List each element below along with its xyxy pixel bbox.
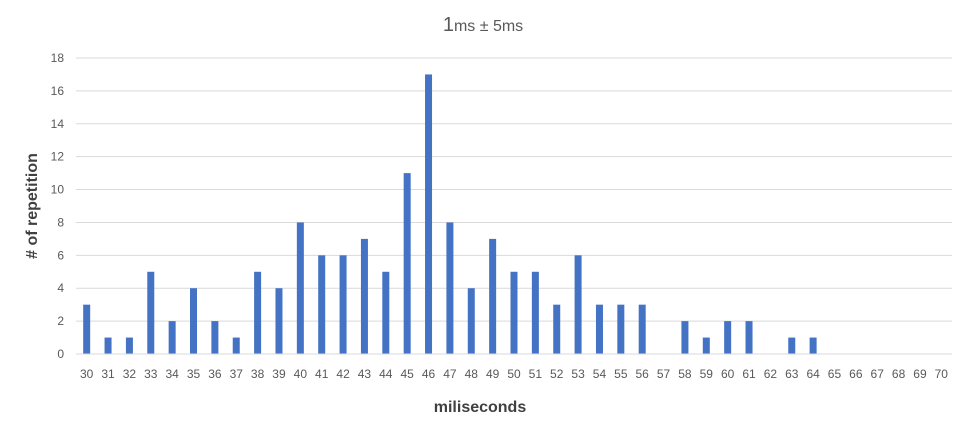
bar-59 (702, 337, 710, 354)
x-axis-label: miliseconds (434, 399, 527, 416)
x-tick-label: 33 (144, 367, 158, 381)
y-tick-label: 4 (57, 281, 64, 295)
bar-63 (788, 337, 796, 354)
y-axis-label: # of repetition (24, 153, 41, 259)
y-tick-label: 8 (57, 215, 64, 229)
x-tick-label: 30 (80, 367, 94, 381)
x-tick-label: 39 (272, 367, 286, 381)
x-tick-label: 66 (849, 367, 863, 381)
x-tick-label: 59 (700, 367, 714, 381)
bar-45 (403, 173, 411, 354)
x-tick-label: 34 (165, 367, 179, 381)
bar-36 (211, 321, 219, 354)
bar-42 (339, 255, 347, 354)
x-tick-label: 38 (251, 367, 265, 381)
bar-40 (296, 222, 304, 354)
x-tick-label: 42 (336, 367, 350, 381)
bar-50 (510, 271, 518, 354)
x-tick-label: 67 (871, 367, 885, 381)
x-tick-label: 61 (742, 367, 756, 381)
x-tick-label: 49 (486, 367, 500, 381)
x-tick-label: 58 (678, 367, 692, 381)
bar-41 (318, 255, 326, 354)
x-tick-label: 62 (764, 367, 778, 381)
y-tick-label: 10 (51, 183, 65, 197)
x-tick-label: 32 (123, 367, 137, 381)
y-tick-label: 16 (51, 84, 65, 98)
chart-title-rest: ms ± 5ms (454, 18, 523, 35)
gridlines (76, 57, 952, 322)
x-tick-label: 63 (785, 367, 799, 381)
chart-title: 1ms ± 5ms (443, 14, 523, 36)
bar-43 (360, 238, 368, 354)
x-tick-label: 50 (507, 367, 521, 381)
bar-31 (104, 337, 112, 354)
bar-44 (382, 271, 390, 354)
y-tick-label: 6 (57, 248, 64, 262)
bar-48 (467, 288, 475, 354)
y-tick-label: 14 (51, 117, 65, 131)
x-tick-label: 69 (913, 367, 927, 381)
bar-53 (574, 255, 582, 354)
x-tick-label: 48 (465, 367, 479, 381)
x-tick-label: 43 (358, 367, 372, 381)
y-tick-label: 0 (57, 347, 64, 361)
x-tick-label: 47 (443, 367, 457, 381)
y-tick-label: 2 (57, 314, 64, 328)
bar-49 (489, 238, 497, 354)
x-tick-label: 37 (230, 367, 244, 381)
bar-46 (425, 74, 433, 354)
bar-38 (254, 271, 262, 354)
x-tick-label: 44 (379, 367, 393, 381)
bar-60 (724, 321, 732, 354)
y-axis-ticks: 0 2 4 6 8 10 12 14 16 18 (51, 51, 65, 361)
x-tick-label: 64 (806, 367, 820, 381)
bar-39 (275, 288, 283, 354)
x-axis-ticks: 30 31 32 33 34 35 36 37 38 39 40 41 42 43 44 45 46 47 48 49… (80, 367, 948, 381)
bar-55 (617, 304, 625, 354)
x-tick-label: 70 (935, 367, 949, 381)
bar-58 (681, 321, 689, 354)
bar-34 (168, 321, 176, 354)
y-tick-label: 12 (51, 150, 65, 164)
x-tick-label: 60 (721, 367, 735, 381)
x-tick-label: 53 (571, 367, 585, 381)
y-tick-label: 18 (51, 51, 65, 65)
x-tick-label: 51 (529, 367, 543, 381)
x-tick-label: 56 (636, 367, 650, 381)
bar-64 (809, 337, 817, 354)
x-tick-label: 35 (187, 367, 201, 381)
x-tick-label: 52 (550, 367, 564, 381)
x-tick-label: 54 (593, 367, 607, 381)
x-tick-label: 45 (400, 367, 414, 381)
bar-30 (83, 304, 91, 354)
bar-33 (147, 271, 155, 354)
x-tick-label: 36 (208, 367, 222, 381)
bar-54 (595, 304, 603, 354)
x-tick-label: 31 (101, 367, 115, 381)
bar-61 (745, 321, 753, 354)
x-tick-label: 40 (294, 367, 308, 381)
bar-52 (553, 304, 561, 354)
bar-35 (190, 288, 198, 354)
bar-37 (232, 337, 240, 354)
x-tick-label: 65 (828, 367, 842, 381)
bar-51 (531, 271, 539, 354)
bar-56 (638, 304, 646, 354)
x-tick-label: 68 (892, 367, 906, 381)
x-tick-label: 46 (422, 367, 436, 381)
chart-title-main: 1 (443, 14, 454, 36)
bar-32 (125, 337, 133, 354)
x-tick-label: 55 (614, 367, 628, 381)
x-tick-label: 41 (315, 367, 329, 381)
bar-47 (446, 222, 454, 354)
bars (83, 74, 817, 354)
x-tick-label: 57 (657, 367, 671, 381)
